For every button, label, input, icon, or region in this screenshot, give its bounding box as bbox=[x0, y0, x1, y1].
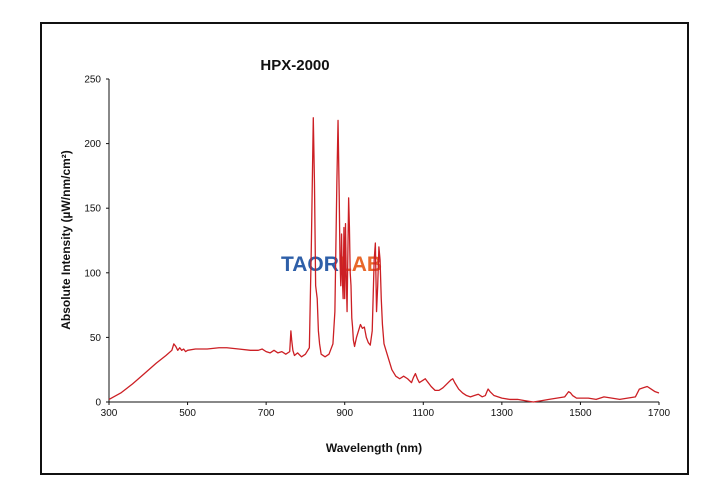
chart-title: HPX-2000 bbox=[260, 57, 329, 74]
y-tick-label: 0 bbox=[95, 398, 101, 409]
x-tick-label: 300 bbox=[101, 408, 118, 419]
x-tick-label: 1700 bbox=[648, 408, 671, 419]
svg-text:TAORLAB: TAORLAB bbox=[281, 253, 382, 276]
x-axis-label: Wavelength (nm) bbox=[326, 441, 422, 455]
watermark-text-taor: TAOR bbox=[281, 253, 339, 276]
axes bbox=[108, 79, 659, 403]
y-tick-label: 150 bbox=[84, 204, 101, 215]
spectrum-chart: HPX-2000 0 50 100 150 200 250 300 500 700 900 110… bbox=[59, 57, 671, 455]
x-tick-label: 1100 bbox=[413, 408, 435, 419]
y-tick-label: 50 bbox=[90, 333, 102, 344]
y-tick-label: 100 bbox=[84, 268, 101, 279]
y-tick-label: 250 bbox=[84, 75, 101, 86]
x-tick-label: 1500 bbox=[569, 408, 592, 419]
x-tick-label: 500 bbox=[179, 408, 196, 419]
plot-area bbox=[108, 117, 660, 403]
y-tick-labels: 0 50 100 150 200 250 bbox=[84, 75, 109, 409]
y-axis-label: Absolute Intensity (µW/nm/cm²) bbox=[59, 150, 73, 330]
watermark-logo: TAORLAB bbox=[281, 253, 382, 276]
x-tick-label: 1300 bbox=[491, 408, 514, 419]
x-tick-label: 900 bbox=[336, 408, 353, 419]
x-tick-labels: 300 500 700 900 1100 1300 1500 1700 bbox=[101, 402, 671, 419]
y-tick-label: 200 bbox=[84, 139, 101, 150]
spectrum-series-line bbox=[108, 117, 660, 403]
x-tick-label: 700 bbox=[258, 408, 275, 419]
chart-frame: HPX-2000 0 50 100 150 200 250 300 500 700 900 110… bbox=[40, 22, 689, 475]
